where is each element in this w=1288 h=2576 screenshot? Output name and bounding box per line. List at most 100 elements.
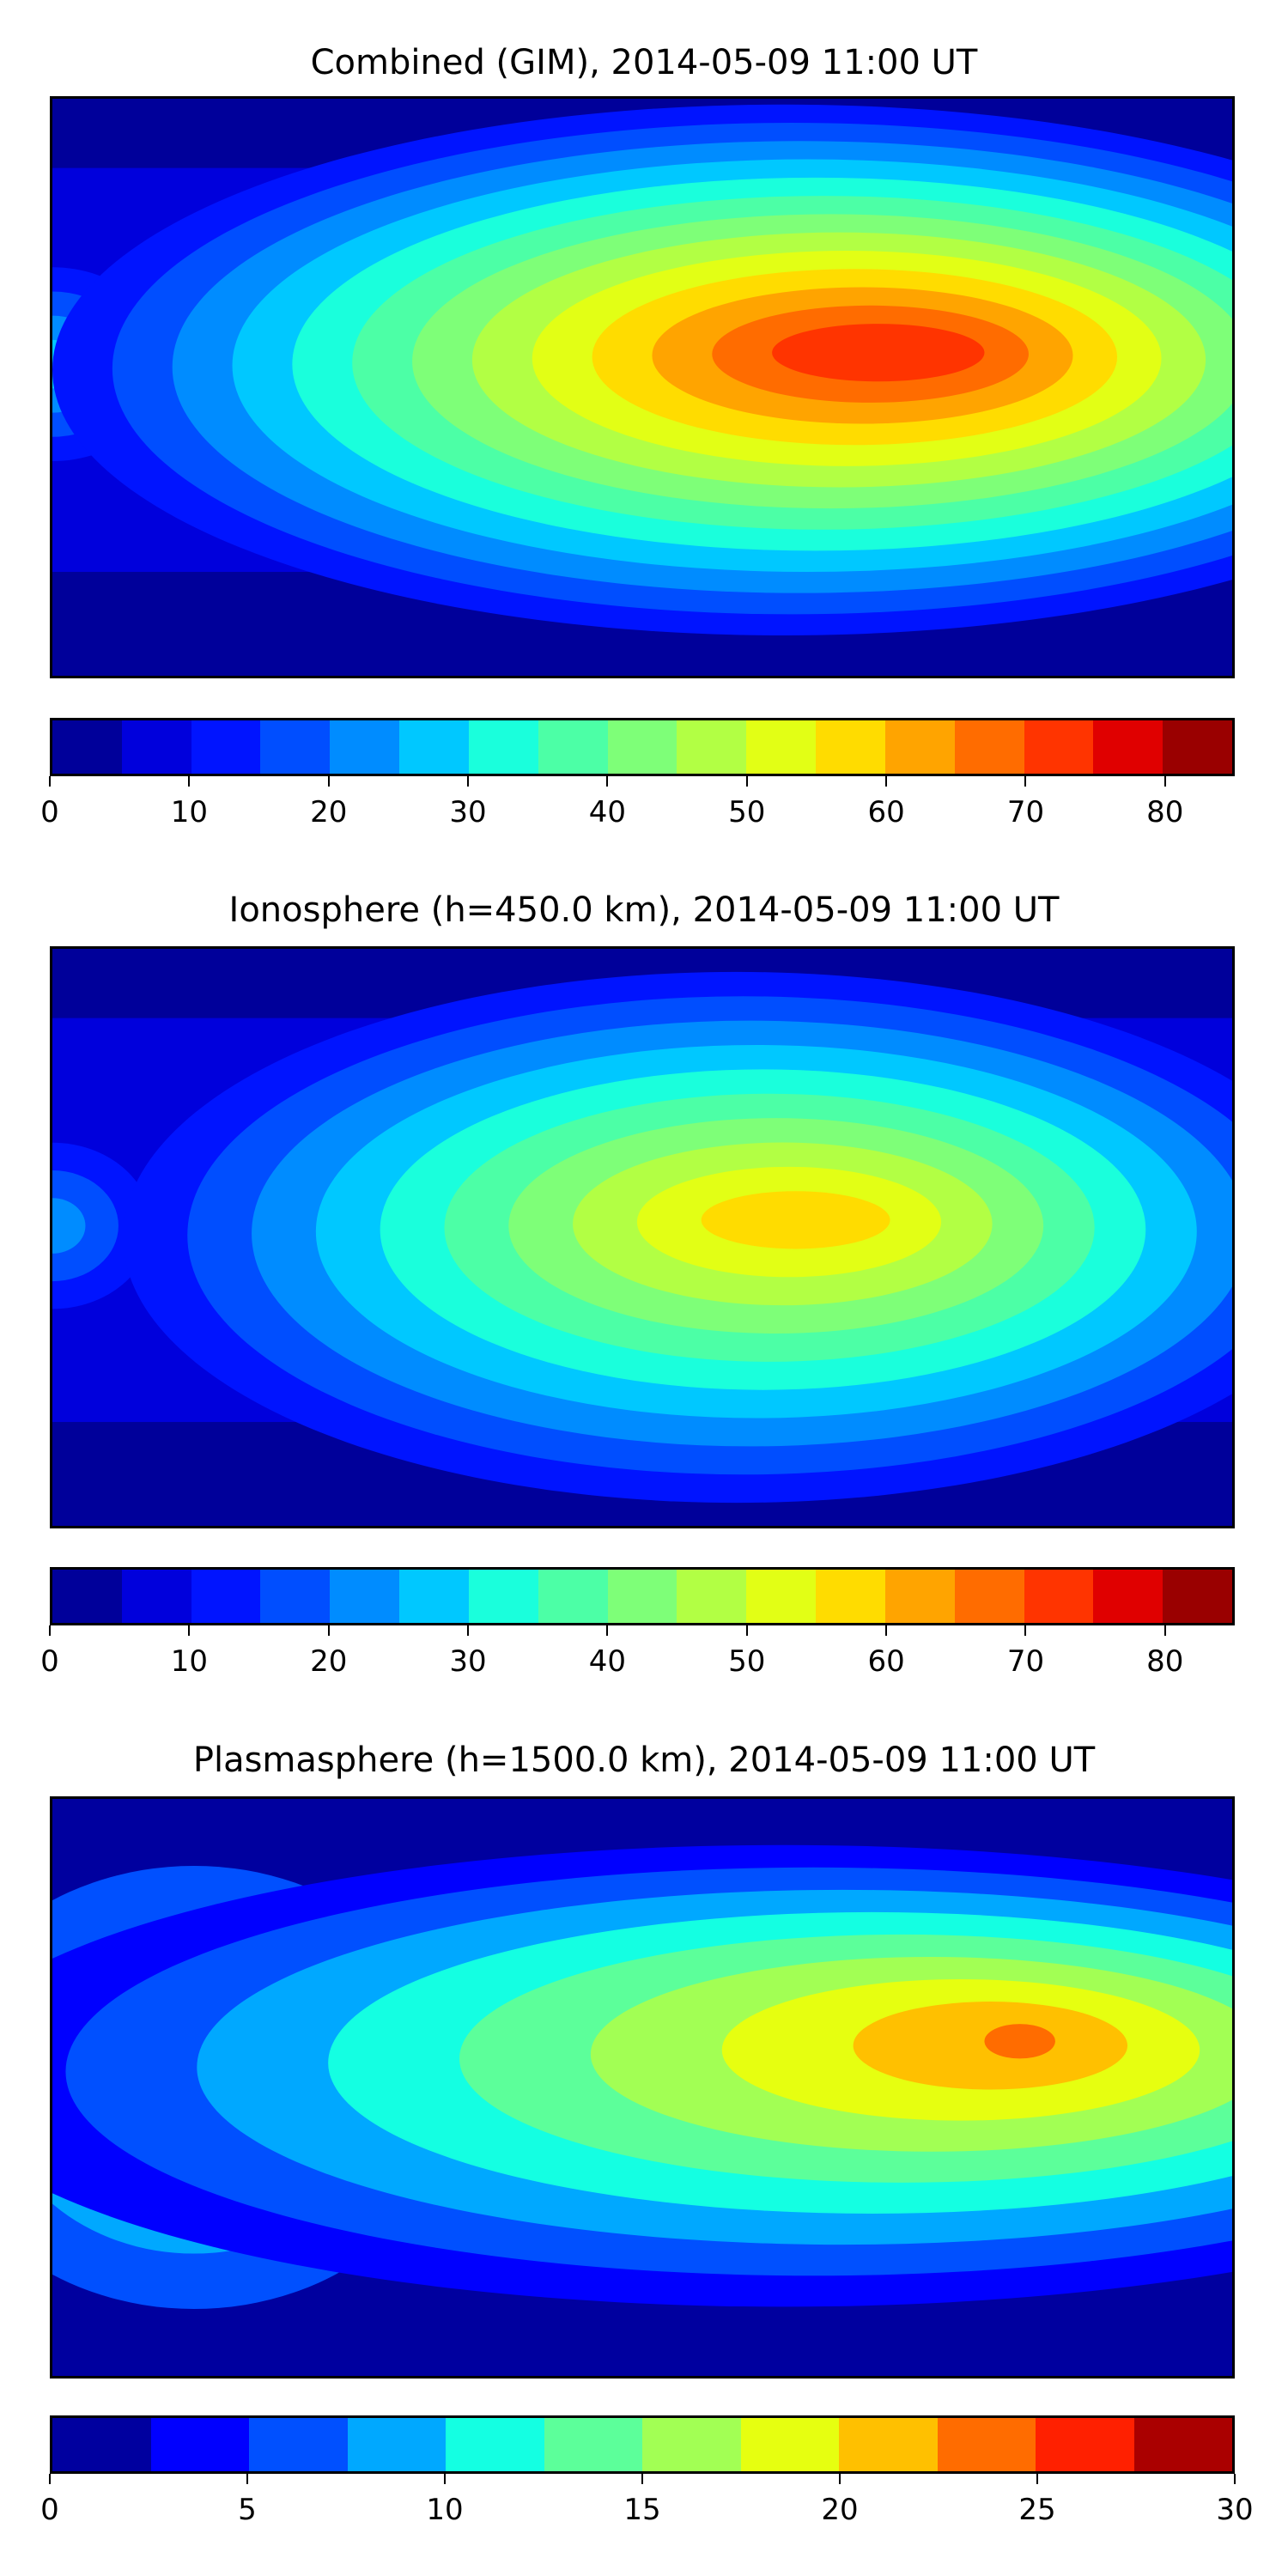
colorbar-ticks-plasmasphere: 0 5 10 15 20 25 30 bbox=[40, 2474, 1254, 2527]
colorbar-tick-label: 70 bbox=[1006, 795, 1045, 829]
colorbar-tick bbox=[467, 1625, 470, 1636]
colorbar-segment bbox=[1093, 1570, 1163, 1623]
colorbar-tick-label: 15 bbox=[623, 2493, 661, 2527]
colorbar-segment bbox=[347, 2418, 446, 2471]
colorbar-segment bbox=[677, 720, 747, 774]
colorbar-tick bbox=[1036, 2474, 1038, 2484]
colorbar-segment bbox=[954, 720, 1024, 774]
colorbar-tick-label: 30 bbox=[449, 1644, 487, 1679]
colorbar-segment bbox=[642, 2418, 741, 2471]
colorbar-ionosphere bbox=[50, 1567, 1235, 1625]
colorbar-segment bbox=[816, 720, 885, 774]
colorbar-segment bbox=[677, 1570, 747, 1623]
colorbar-tick-label: 10 bbox=[170, 795, 208, 829]
colorbar-segment bbox=[839, 2418, 938, 2471]
colorbar-tick bbox=[641, 2474, 643, 2484]
colorbar-segment bbox=[538, 720, 608, 774]
colorbar-segment bbox=[1024, 1570, 1094, 1623]
colorbar-tick bbox=[49, 2474, 51, 2484]
colorbar-tick bbox=[1024, 1625, 1027, 1636]
colorbar-tick bbox=[606, 776, 609, 787]
colorbar-ticks-combined: 0 10 20 30 40 50 60 70 80 bbox=[40, 776, 1235, 829]
colorbar-tick bbox=[606, 1625, 609, 1636]
colorbar-segment bbox=[121, 720, 191, 774]
map-plasmasphere bbox=[50, 1796, 1235, 2379]
colorbar-segment bbox=[191, 1570, 261, 1623]
colorbar-tick-label: 70 bbox=[1006, 1644, 1045, 1679]
colorbar-segment bbox=[1163, 1570, 1233, 1623]
colorbar-tick bbox=[327, 1625, 330, 1636]
colorbar-segment bbox=[607, 1570, 677, 1623]
colorbar-tick bbox=[188, 1625, 191, 1636]
colorbar-segment bbox=[121, 1570, 191, 1623]
colorbar-tick bbox=[1234, 2474, 1236, 2484]
colorbar-segment bbox=[937, 2418, 1036, 2471]
colorbar-tick-label: 30 bbox=[1216, 2493, 1254, 2527]
colorbar-segment bbox=[330, 1570, 400, 1623]
colorbar-tick-label: 10 bbox=[170, 1644, 208, 1679]
colorbar-tick bbox=[885, 1625, 888, 1636]
colorbar-tick-label: 0 bbox=[40, 2493, 59, 2527]
colorbar-segment bbox=[249, 2418, 348, 2471]
plot-title-combined: Combined (GIM), 2014-05-09 11:00 UT bbox=[310, 43, 978, 82]
colorbar-tick bbox=[745, 776, 748, 787]
colorbar-tick-label: 20 bbox=[310, 1644, 348, 1679]
colorbar-tick-label: 80 bbox=[1146, 795, 1184, 829]
contour-band-level-14 bbox=[772, 324, 985, 382]
plot-title-plasmasphere: Plasmasphere (h=1500.0 km), 2014-05-09 1… bbox=[192, 1741, 1096, 1780]
colorbar-tick-label: 20 bbox=[821, 2493, 859, 2527]
colorbar-segment bbox=[746, 1570, 817, 1623]
colorbar-tick-label: 60 bbox=[867, 1644, 905, 1679]
colorbar-combined bbox=[50, 718, 1235, 776]
colorbar-segment bbox=[330, 720, 400, 774]
contour-band bbox=[52, 1198, 86, 1254]
colorbar-segment bbox=[1163, 720, 1233, 774]
colorbar-segment bbox=[446, 2418, 544, 2471]
colorbar-tick bbox=[745, 1625, 748, 1636]
colorbar-segment bbox=[468, 1570, 538, 1623]
colorbar-segment bbox=[746, 720, 817, 774]
colorbar-segment bbox=[538, 1570, 608, 1623]
colorbar-segment bbox=[150, 2418, 249, 2471]
colorbar-tick bbox=[1024, 776, 1027, 787]
colorbar-tick-label: 10 bbox=[426, 2493, 464, 2527]
colorbar-segment bbox=[52, 2418, 151, 2471]
colorbar-segment bbox=[399, 720, 469, 774]
colorbar-tick-label: 5 bbox=[238, 2493, 257, 2527]
colorbar-segment bbox=[884, 720, 955, 774]
colorbar-segment bbox=[52, 1570, 122, 1623]
colorbar-tick-label: 0 bbox=[40, 795, 59, 829]
colorbar-tick-label: 50 bbox=[728, 1644, 766, 1679]
colorbar-tick-label: 0 bbox=[40, 1644, 59, 1679]
colorbar-segment bbox=[260, 1570, 331, 1623]
colorbar-tick bbox=[49, 1625, 51, 1636]
colorbar-tick-label: 50 bbox=[728, 795, 766, 829]
colorbar-segment bbox=[1036, 2418, 1134, 2471]
colorbar-segment bbox=[399, 1570, 469, 1623]
colorbar-tick bbox=[444, 2474, 446, 2484]
colorbar-segment bbox=[740, 2418, 839, 2471]
colorbar-tick bbox=[1163, 776, 1166, 787]
colorbar-tick bbox=[1163, 1625, 1166, 1636]
colorbar-segment bbox=[191, 720, 261, 774]
colorbar-tick-label: 20 bbox=[310, 795, 348, 829]
colorbar-segment bbox=[1133, 2418, 1232, 2471]
colorbar-tick bbox=[839, 2474, 841, 2484]
colorbar-segment bbox=[544, 2418, 642, 2471]
map-ionosphere bbox=[50, 946, 1235, 1528]
colorbar-segment bbox=[816, 1570, 885, 1623]
colorbar-segment bbox=[1024, 720, 1094, 774]
colorbar-segment bbox=[1093, 720, 1163, 774]
colorbar-segment bbox=[468, 720, 538, 774]
map-combined bbox=[50, 96, 1235, 678]
plot-title-ionosphere: Ionosphere (h=450.0 km), 2014-05-09 11:0… bbox=[228, 890, 1060, 930]
colorbar-segment bbox=[260, 720, 331, 774]
colorbar-tick bbox=[188, 776, 191, 787]
colorbar-tick-label: 40 bbox=[588, 795, 627, 829]
colorbar-segment bbox=[884, 1570, 955, 1623]
colorbar-tick bbox=[467, 776, 470, 787]
colorbar-tick-label: 80 bbox=[1146, 1644, 1184, 1679]
colorbar-tick bbox=[49, 776, 51, 787]
colorbar-segment bbox=[954, 1570, 1024, 1623]
colorbar-tick-label: 25 bbox=[1018, 2493, 1056, 2527]
